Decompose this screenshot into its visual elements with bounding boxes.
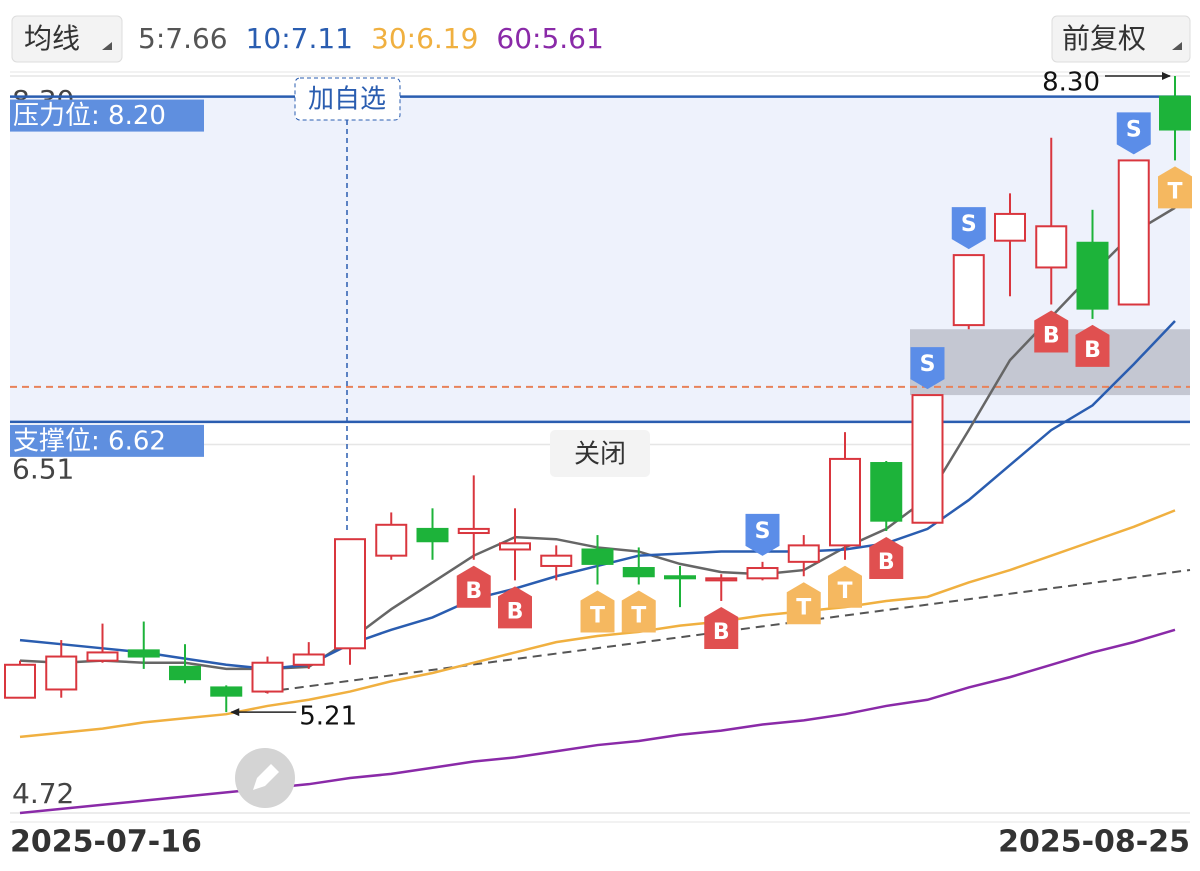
candle-body bbox=[705, 577, 738, 582]
signal-label: T bbox=[796, 595, 811, 620]
signal-label: T bbox=[837, 579, 852, 604]
edit-icon-glyph bbox=[253, 764, 279, 790]
support-label: 支撑位: 6.62 bbox=[13, 426, 166, 456]
x-tick-label: 2025-08-25 bbox=[998, 825, 1190, 860]
support-label-bg bbox=[10, 424, 204, 457]
signal-badge bbox=[745, 513, 780, 556]
y-tick-label: 6.51 bbox=[12, 453, 74, 486]
signal-label: B bbox=[507, 599, 524, 624]
signal-label: T bbox=[590, 603, 605, 628]
candle-body bbox=[169, 665, 201, 681]
candle-body bbox=[416, 527, 449, 543]
candle-body bbox=[1159, 95, 1191, 131]
signal-badge bbox=[910, 347, 945, 390]
signal-label: B bbox=[1043, 324, 1060, 349]
close-button-label[interactable]: 关闭 bbox=[574, 440, 626, 470]
signal-badge bbox=[704, 606, 739, 649]
candle-body bbox=[870, 462, 903, 522]
resistance-label-bg bbox=[10, 99, 204, 132]
candle-body bbox=[292, 653, 325, 666]
min-label: 5.21 bbox=[299, 702, 357, 732]
ma-line bbox=[19, 628, 1176, 815]
candle-body bbox=[210, 686, 243, 697]
signal-label: B bbox=[713, 620, 730, 645]
candle-body bbox=[251, 661, 284, 693]
close-button[interactable] bbox=[550, 430, 650, 477]
signal-badge bbox=[951, 207, 986, 250]
dropdown-icon bbox=[1172, 42, 1182, 50]
signal-badge bbox=[828, 565, 862, 608]
ma-legend: 5:7.66 bbox=[138, 22, 228, 55]
indicator-button[interactable] bbox=[11, 15, 123, 63]
signal-badge bbox=[580, 590, 615, 633]
ma-legend: 60:5.61 bbox=[496, 22, 603, 55]
candle-body bbox=[86, 651, 119, 662]
resistance-label: 压力位: 8.20 bbox=[13, 101, 166, 131]
signal-badge bbox=[621, 590, 656, 633]
candle-body bbox=[1117, 159, 1150, 306]
candle-body bbox=[127, 649, 160, 658]
arrow-head bbox=[1162, 72, 1171, 80]
candle-body bbox=[375, 523, 408, 557]
signal-label: S bbox=[920, 352, 936, 377]
signal-label: B bbox=[465, 579, 482, 604]
candle-body bbox=[540, 554, 573, 567]
max-label: 8.30 bbox=[1042, 68, 1100, 98]
signal-label: S bbox=[1126, 117, 1142, 142]
candle-body bbox=[746, 567, 779, 580]
candle-body bbox=[581, 548, 614, 565]
signal-label: B bbox=[878, 550, 895, 575]
ma-legend: 10:7.11 bbox=[246, 22, 353, 55]
candle-body bbox=[499, 542, 531, 551]
candle-body bbox=[45, 655, 78, 691]
dropdown-icon bbox=[102, 42, 112, 50]
signal-badge bbox=[1158, 166, 1192, 209]
candle-body bbox=[994, 212, 1026, 242]
candle-body bbox=[4, 663, 36, 699]
y-tick-label: 4.72 bbox=[12, 777, 74, 810]
signal-badge bbox=[1034, 310, 1069, 353]
x-tick-label: 2025-07-16 bbox=[10, 825, 202, 860]
signal-label: S bbox=[961, 212, 977, 237]
arrow-head bbox=[230, 708, 240, 717]
adjust-button[interactable] bbox=[1051, 15, 1191, 63]
watch-button-label[interactable]: 加自选 bbox=[308, 85, 386, 115]
ma-line bbox=[19, 509, 1176, 739]
candle-body bbox=[911, 394, 944, 524]
signal-label: T bbox=[631, 603, 646, 628]
candle-body bbox=[664, 575, 696, 580]
signal-badge bbox=[456, 565, 491, 608]
signal-badge bbox=[1075, 324, 1110, 367]
candle-body bbox=[1076, 241, 1109, 310]
indicator-button-label[interactable]: 均线 bbox=[24, 22, 80, 55]
candle-body bbox=[1035, 225, 1068, 269]
signal-badge bbox=[869, 536, 904, 579]
signal-badge bbox=[786, 582, 821, 625]
signal-badge bbox=[498, 586, 532, 629]
signal-label: B bbox=[1084, 338, 1101, 363]
ma-legend: 30:6.19 bbox=[371, 22, 478, 55]
candle-body bbox=[334, 538, 366, 650]
candle-body bbox=[952, 254, 985, 327]
adjust-button-label[interactable]: 前复权 bbox=[1062, 22, 1146, 55]
signal-label: S bbox=[755, 519, 771, 544]
signal-badge bbox=[1116, 112, 1151, 155]
candle-body bbox=[457, 527, 490, 535]
candle-body bbox=[829, 457, 861, 547]
candle-body bbox=[787, 544, 820, 563]
candle-body bbox=[622, 567, 655, 578]
signal-label: T bbox=[1167, 179, 1182, 204]
